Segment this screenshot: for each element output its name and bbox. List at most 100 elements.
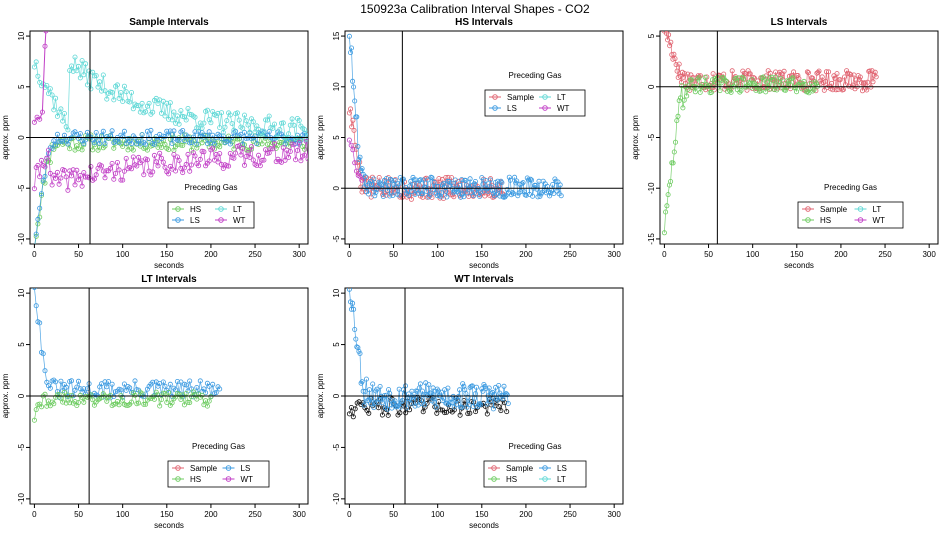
data-point — [153, 159, 159, 165]
data-point — [801, 78, 807, 84]
data-point — [442, 410, 448, 416]
y-tick-label: 0 — [332, 185, 341, 190]
data-point — [443, 174, 449, 180]
y-tick-label: -5 — [332, 235, 341, 243]
data-point — [37, 174, 43, 180]
data-point — [347, 50, 353, 56]
data-point — [397, 404, 403, 410]
data-point — [148, 127, 154, 133]
data-point — [81, 399, 87, 405]
data-point — [203, 390, 209, 396]
data-point — [873, 74, 879, 80]
data-point — [350, 78, 356, 84]
data-point — [716, 80, 722, 86]
y-tick-label: -5 — [17, 443, 26, 451]
data-point — [553, 178, 559, 184]
data-point — [180, 142, 186, 148]
data-point — [353, 336, 359, 342]
data-point — [374, 386, 380, 392]
data-point — [54, 169, 60, 175]
data-point — [361, 184, 367, 190]
data-point — [548, 190, 554, 196]
panel-2: HS Intervals 0 50 100 150 200 250 300 -5 0 5 10 15 se… — [316, 17, 624, 270]
data-point — [144, 147, 150, 153]
data-point — [420, 409, 426, 415]
data-point — [500, 396, 506, 402]
legend-box — [483, 460, 587, 488]
data-point — [218, 110, 224, 116]
data-point — [150, 379, 156, 385]
series-lt — [31, 54, 308, 142]
data-point — [67, 68, 73, 74]
data-point — [67, 400, 73, 406]
data-point — [400, 176, 406, 182]
data-point — [842, 74, 848, 80]
data-point — [204, 140, 210, 146]
series-hs — [33, 132, 308, 244]
data-point — [264, 117, 270, 123]
legend-label: Sample — [820, 205, 848, 214]
data-point — [359, 177, 365, 183]
panel-4: LT Intervals 0 50 100 150 200 250 300 -10 -5 0 5 10 s… — [1, 274, 309, 530]
data-point — [521, 189, 527, 195]
data-point — [241, 129, 247, 135]
data-point — [201, 120, 207, 126]
data-point — [661, 230, 667, 236]
data-point — [162, 164, 168, 170]
data-point — [298, 158, 304, 164]
data-point — [829, 80, 835, 86]
data-point — [352, 98, 358, 104]
x-tick-label: 300 — [292, 510, 306, 519]
data-point — [188, 140, 194, 146]
data-point — [217, 125, 223, 131]
data-point — [61, 111, 67, 117]
data-point — [178, 379, 184, 385]
spike-point — [39, 109, 45, 115]
data-point — [183, 117, 189, 123]
data-point — [88, 164, 94, 170]
data-point — [451, 407, 457, 413]
legend-label: LS — [557, 464, 567, 473]
data-point — [76, 63, 82, 69]
data-point — [113, 170, 119, 176]
legend-swatch-marker — [491, 465, 497, 471]
data-point — [111, 145, 117, 151]
legend-label: Sample — [507, 93, 535, 102]
data-point — [502, 392, 508, 398]
data-point — [408, 196, 414, 202]
data-point — [721, 71, 727, 77]
panel-1: Sample Intervals 0 50 100 150 200 250 300 -10 -5 0… — [1, 17, 309, 270]
data-point — [663, 21, 667, 25]
data-point — [425, 177, 431, 183]
data-point — [81, 386, 87, 392]
data-point — [196, 163, 202, 169]
series-line — [349, 139, 363, 181]
data-point — [359, 166, 365, 172]
data-point — [395, 181, 401, 187]
legend-swatch-marker — [805, 206, 811, 212]
data-point — [305, 130, 308, 136]
data-point — [33, 231, 39, 237]
data-point — [104, 96, 110, 102]
legend-item-wt: WT — [539, 104, 570, 113]
data-point — [97, 144, 103, 150]
data-point — [453, 186, 459, 192]
data-point — [495, 397, 501, 403]
data-point — [76, 378, 82, 384]
data-point — [460, 381, 466, 387]
data-point — [805, 89, 811, 95]
x-tick-label: 150 — [475, 510, 489, 519]
data-point — [504, 186, 510, 192]
data-point — [236, 143, 242, 149]
legend-label: HS — [190, 205, 201, 214]
data-point — [832, 75, 838, 81]
data-point — [361, 402, 367, 408]
data-point — [58, 175, 64, 181]
data-point — [356, 157, 362, 163]
data-point — [266, 129, 272, 135]
data-point — [371, 176, 377, 182]
data-point — [259, 141, 265, 147]
data-point — [355, 143, 361, 149]
legend-item-lt: LT — [854, 205, 881, 214]
